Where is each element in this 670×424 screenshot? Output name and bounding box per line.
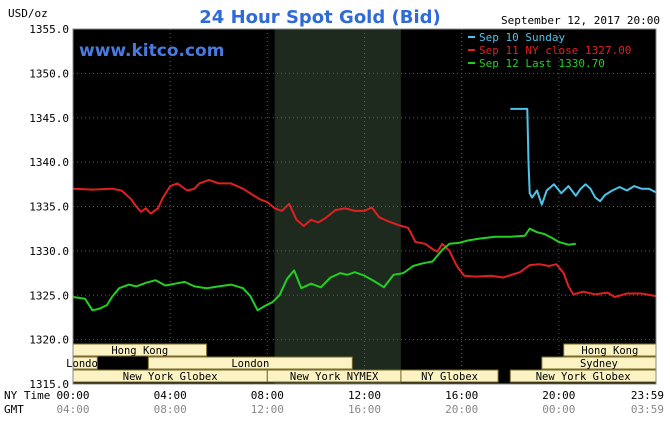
session-label: Sydney xyxy=(580,358,618,370)
y-tick-label: 1330.0 xyxy=(29,245,69,258)
x-tick-label: 23:59 xyxy=(631,389,664,402)
session-label: Hong Kong xyxy=(581,345,638,357)
watermark-text: www.kitco.com xyxy=(79,41,224,61)
x-axis-row-label: NY Time xyxy=(4,389,50,402)
legend-label: Sep 12 Last 1330.70 xyxy=(479,57,605,70)
session-bar xyxy=(147,356,353,370)
series-line-3 xyxy=(72,227,576,312)
x-tick-label: 08:00 xyxy=(154,403,187,416)
x-tick-label: 04:00 xyxy=(154,389,187,402)
x-tick-label: 16:00 xyxy=(348,403,381,416)
x-tick-label: 20:00 xyxy=(542,389,575,402)
y-tick-label: 1350.0 xyxy=(29,67,69,80)
session-label: NY Globex xyxy=(421,371,478,383)
x-tick-label: 00:00 xyxy=(56,389,89,402)
y-tick-label: 1345.0 xyxy=(29,112,69,125)
x-tick-label: 04:00 xyxy=(56,403,89,416)
session-label: London xyxy=(231,358,269,370)
series-line-2 xyxy=(72,178,657,298)
chart-title: 24 Hour Spot Gold (Bid) xyxy=(199,7,440,28)
y-axis-label: USD/oz xyxy=(8,7,48,20)
series-line-1 xyxy=(510,107,657,206)
legend-label: Sep 10 Sunday xyxy=(479,31,565,44)
x-tick-label: 08:00 xyxy=(251,389,284,402)
x-tick-label: 12:00 xyxy=(348,389,381,402)
y-tick-label: 1320.0 xyxy=(29,334,69,347)
x-tick-label: 20:00 xyxy=(445,403,478,416)
y-tick-label: 1335.0 xyxy=(29,201,69,214)
session-label: London xyxy=(66,358,104,370)
session-bar xyxy=(400,369,499,383)
y-tick-label: 1340.0 xyxy=(29,156,69,169)
x-tick-label: 00:00 xyxy=(542,403,575,416)
session-label: New York NYMEX xyxy=(290,371,379,383)
y-tick-label: 1355.0 xyxy=(29,23,69,36)
date-stamp: September 12, 2017 20:00 xyxy=(501,14,660,27)
session-label: Hong Kong xyxy=(111,345,168,357)
legend-label: Sep 11 NY close 1327.00 xyxy=(479,44,631,57)
y-tick-label: 1315.0 xyxy=(29,378,69,391)
plot-border xyxy=(72,28,657,385)
x-axis-row-label: GMT xyxy=(4,403,24,416)
y-tick-label: 1325.0 xyxy=(29,289,69,302)
session-label: New York Globex xyxy=(123,371,218,383)
x-tick-label: 12:00 xyxy=(251,403,284,416)
x-tick-label: 16:00 xyxy=(445,389,478,402)
session-label: New York Globex xyxy=(536,371,631,383)
plot-area: 1355.0 1350.0 1345.0 1340.0 1335.0 1330.0 1325… xyxy=(4,23,664,416)
x-tick-label: 03:59 xyxy=(631,403,664,416)
